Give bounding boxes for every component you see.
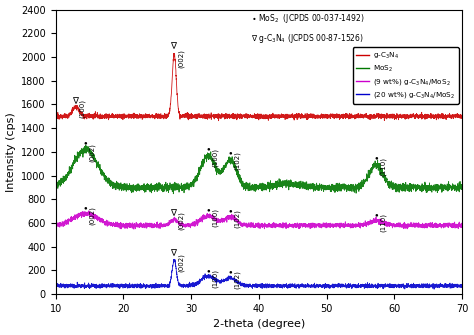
Text: $\nabla$ g-C$_3$N$_4$ (JCPDS 00-87-1526): $\nabla$ g-C$_3$N$_4$ (JCPDS 00-87-1526)	[251, 32, 364, 45]
Text: $\bullet$: $\bullet$	[228, 148, 234, 157]
Text: $\bullet$: $\bullet$	[373, 210, 379, 219]
Text: $\bullet$: $\bullet$	[82, 203, 89, 212]
Text: (002): (002)	[89, 143, 95, 162]
Text: $\nabla$: $\nabla$	[72, 95, 80, 106]
Text: $\bullet$: $\bullet$	[205, 205, 211, 214]
Text: (102): (102)	[234, 209, 240, 228]
Text: (100): (100)	[211, 269, 218, 288]
Text: (100): (100)	[79, 99, 86, 118]
Text: (102): (102)	[234, 270, 240, 289]
Y-axis label: Intensity (cps): Intensity (cps)	[6, 112, 16, 192]
Text: $\bullet$ MoS$_2$  (JCPDS 00-037-1492): $\bullet$ MoS$_2$ (JCPDS 00-037-1492)	[251, 12, 365, 25]
Text: (002): (002)	[178, 49, 184, 68]
Text: $\bullet$: $\bullet$	[82, 139, 89, 148]
Text: $\bullet$: $\bullet$	[228, 268, 234, 277]
Text: $\nabla$: $\nabla$	[170, 208, 178, 218]
Text: $\nabla$: $\nabla$	[170, 248, 178, 259]
Text: $\nabla$: $\nabla$	[170, 41, 178, 52]
Text: $\bullet$: $\bullet$	[373, 153, 379, 162]
Text: (100): (100)	[211, 208, 218, 227]
Text: (002): (002)	[178, 211, 184, 230]
Text: (110): (110)	[380, 213, 386, 231]
X-axis label: 2-theta (degree): 2-theta (degree)	[213, 320, 305, 329]
Text: (102): (102)	[234, 151, 240, 170]
Text: $\bullet$: $\bullet$	[228, 206, 234, 215]
Legend: g-C$_3$N$_4$, MoS$_2$, (9 wt%) g-C$_3$N$_4$/MoS$_2$, (20 wt%) g-C$_3$N$_4$/MoS$_: g-C$_3$N$_4$, MoS$_2$, (9 wt%) g-C$_3$N$…	[353, 47, 459, 104]
Text: (100): (100)	[211, 148, 218, 167]
Text: $\bullet$: $\bullet$	[205, 266, 211, 275]
Text: $\bullet$: $\bullet$	[205, 145, 211, 154]
Text: (110): (110)	[380, 156, 386, 176]
Text: (002): (002)	[89, 206, 95, 225]
Text: (002): (002)	[178, 253, 184, 272]
